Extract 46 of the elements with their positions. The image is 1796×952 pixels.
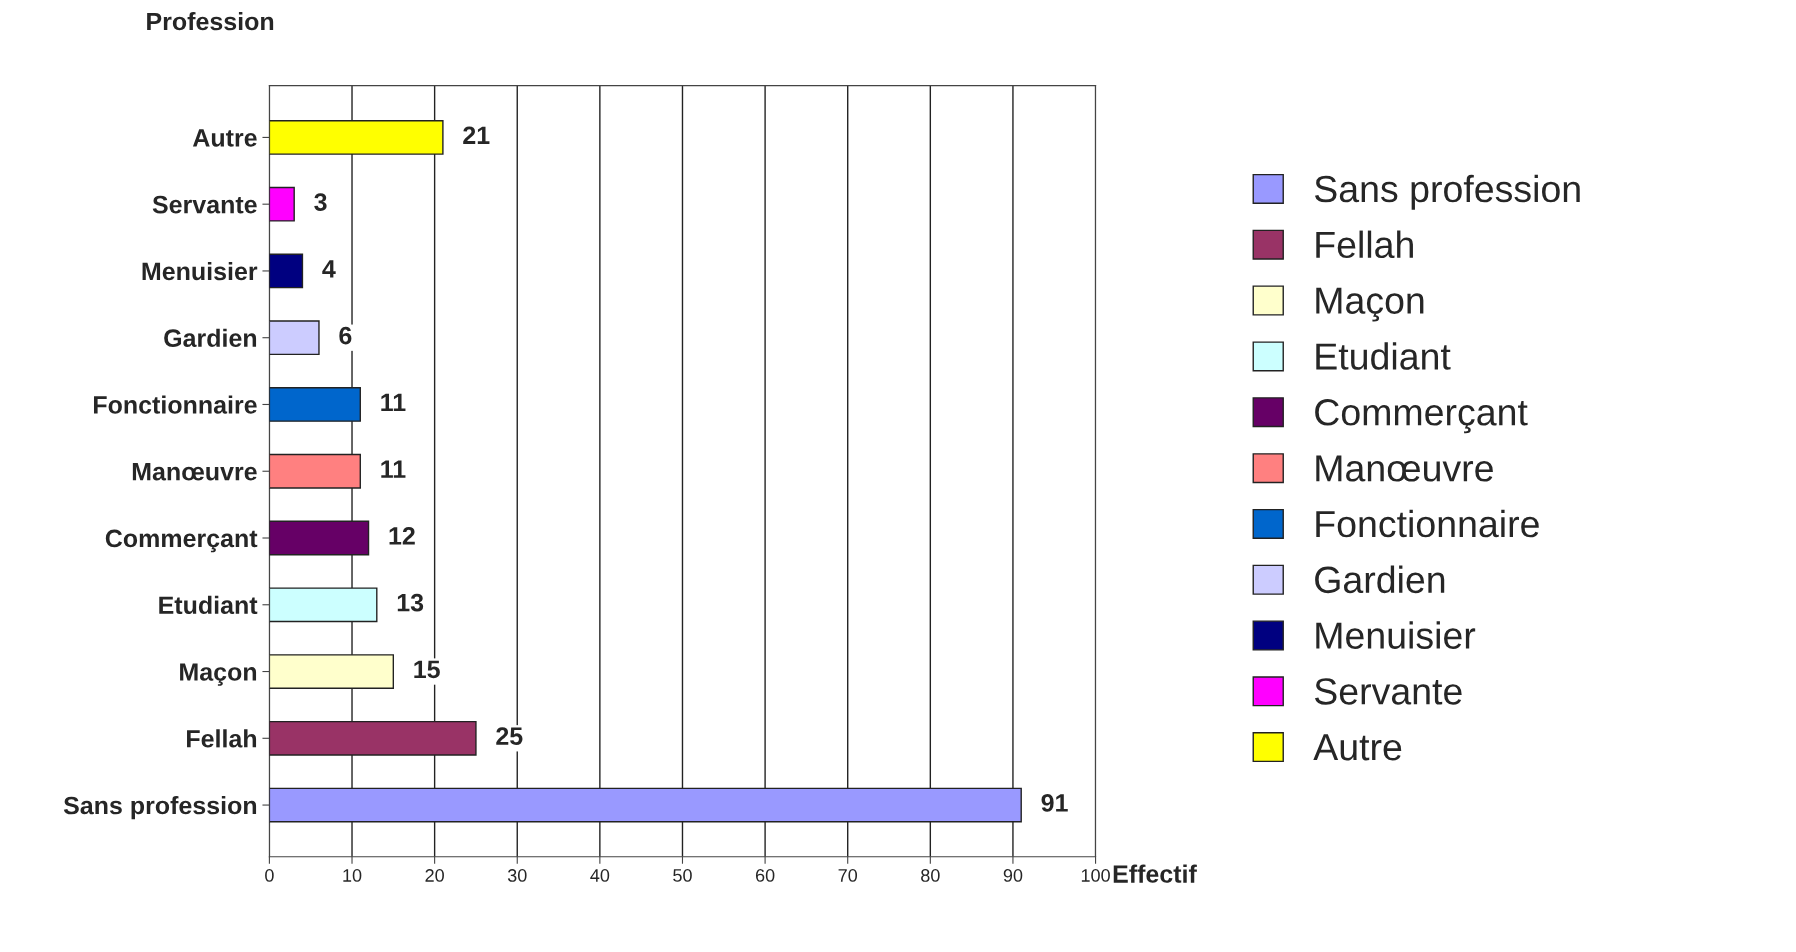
- x-tick-label: 40: [590, 869, 610, 882]
- y-tick-label: Fonctionnaire: [94, 395, 257, 414]
- legend-label: Fonctionnaire: [1316, 509, 1539, 538]
- legend-label: Manœuvre: [1316, 455, 1493, 482]
- data-label: 25: [496, 727, 523, 746]
- x-tick-label: 100: [1081, 869, 1110, 882]
- legend-label: Servante: [1314, 678, 1462, 705]
- data-label: 11: [381, 460, 406, 478]
- y-tick-label: Menuisier: [142, 261, 258, 281]
- legend-label: Sans profession: [1314, 174, 1580, 210]
- y-tick-label: Servante: [152, 195, 257, 214]
- data-label: 11: [381, 393, 406, 411]
- y-tick-label: Gardien: [164, 328, 257, 348]
- legend-label: Etudiant: [1316, 342, 1451, 370]
- x-tick-label: 90: [1003, 869, 1023, 882]
- x-tick-label: 10: [343, 869, 362, 882]
- data-label: 91: [1041, 794, 1068, 812]
- x-tick-label: 20: [425, 869, 444, 882]
- legend-label: Menuisier: [1316, 621, 1476, 649]
- legend-label: Gardien: [1315, 565, 1445, 594]
- data-label: 13: [397, 593, 424, 612]
- y-tick-label: Autre: [192, 129, 257, 147]
- data-label: 12: [389, 527, 415, 545]
- y-axis-title: Profession: [147, 12, 274, 31]
- legend-label: Autre: [1313, 734, 1402, 761]
- data-label: 6: [339, 326, 352, 345]
- legend-label: Maçon: [1316, 287, 1424, 322]
- y-tick-label: Manœuvre: [132, 463, 257, 481]
- x-tick-label: 50: [673, 869, 692, 882]
- data-label: 21: [463, 126, 490, 144]
- x-tick-label: 30: [507, 869, 527, 882]
- data-label: 15: [414, 660, 440, 679]
- y-tick-label: Commerçant: [105, 529, 258, 553]
- data-label: 4: [322, 260, 336, 278]
- x-axis-title: Effectif: [1113, 864, 1197, 883]
- y-tick-label: Maçon: [180, 663, 257, 686]
- y-tick-label: Sans profession: [63, 796, 257, 820]
- data-label: 3: [314, 193, 327, 211]
- x-tick-label: 60: [755, 869, 775, 882]
- x-tick-label: 80: [921, 869, 940, 882]
- x-tick-label: 0: [265, 869, 274, 882]
- y-tick-label: Fellah: [187, 729, 257, 748]
- x-tick-label: 70: [838, 869, 858, 882]
- legend-label: Fellah: [1316, 230, 1413, 259]
- legend-label: Commerçant: [1315, 399, 1528, 434]
- y-tick-label: Etudiant: [159, 595, 258, 615]
